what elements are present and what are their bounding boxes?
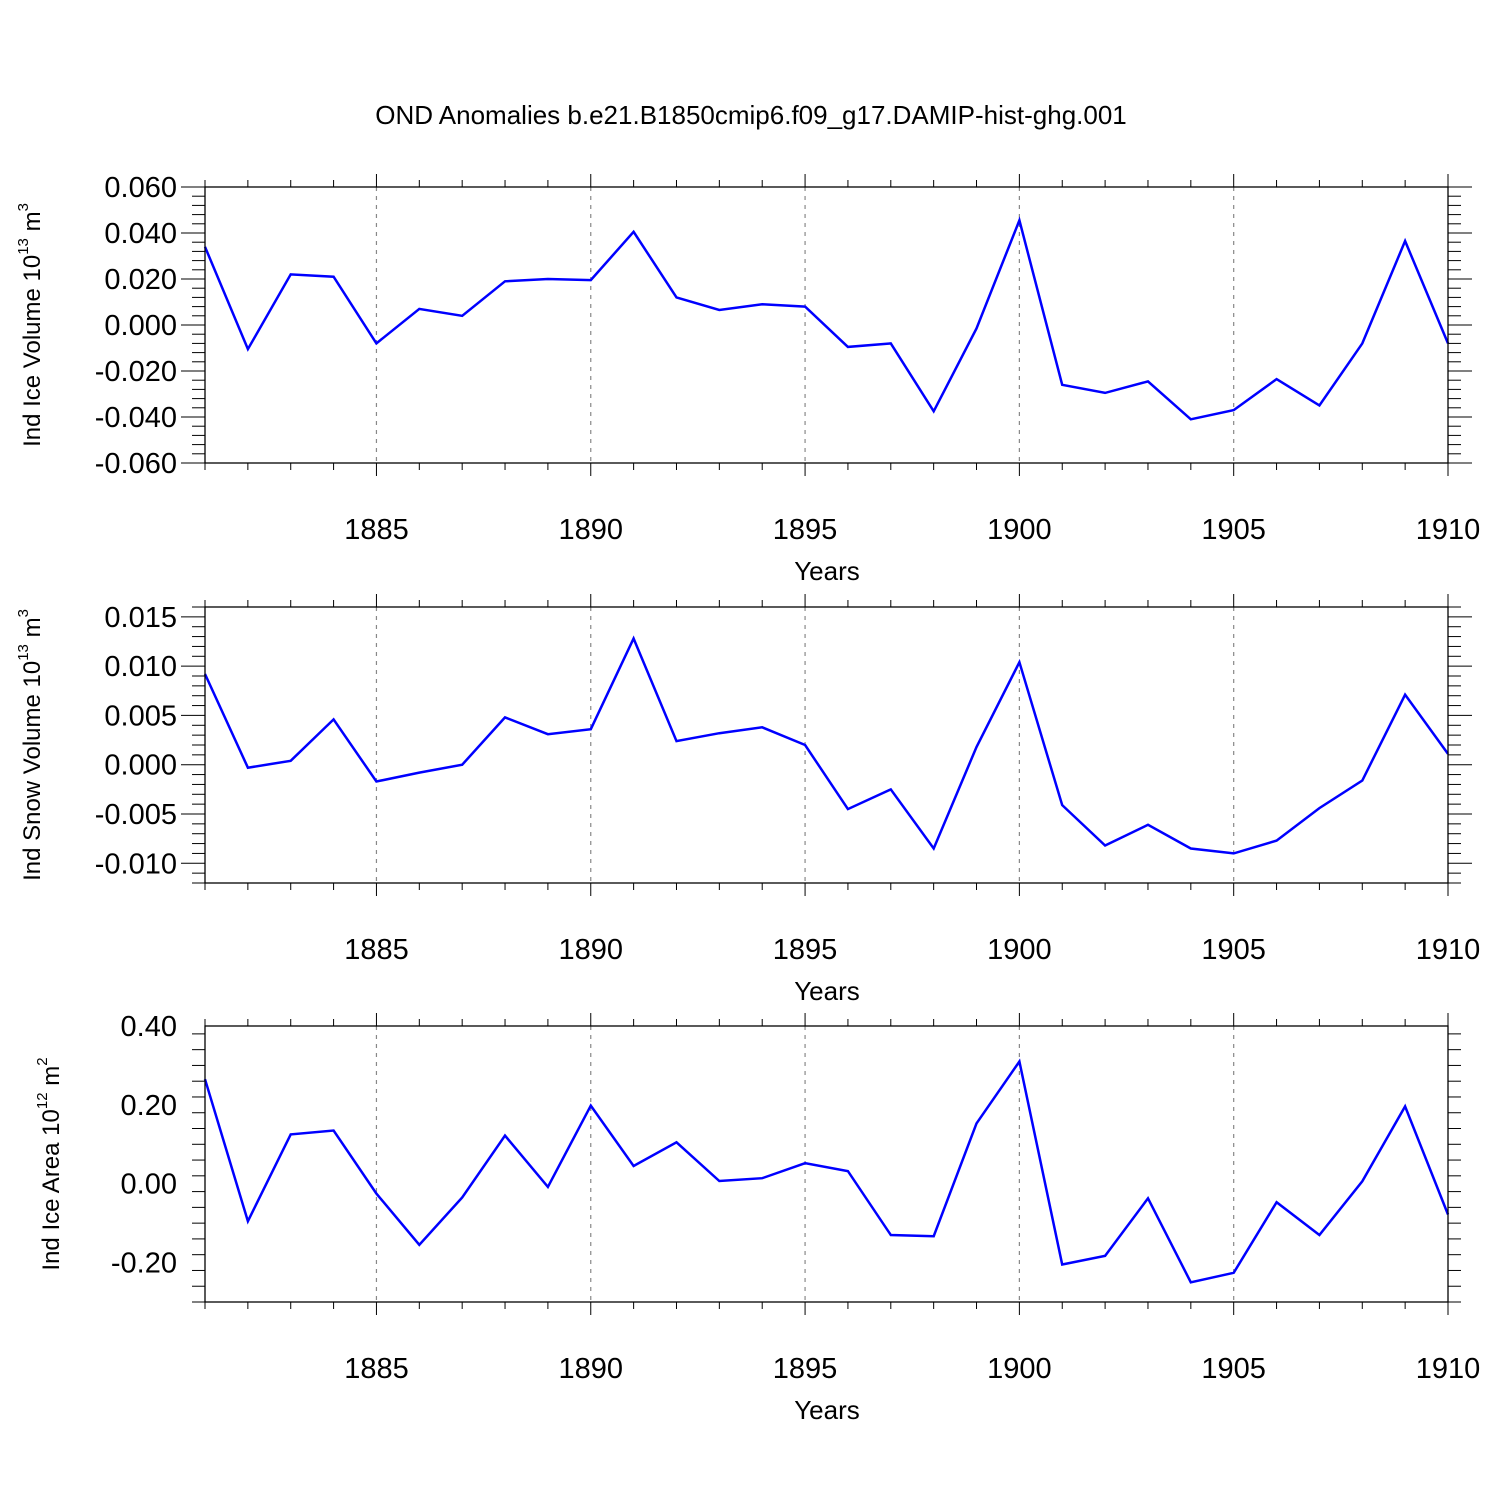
y-tick-label: 0.060 [104,172,177,204]
y-tick-label: 0.20 [121,1090,177,1122]
y-tick-label: 0.000 [104,750,177,782]
x-axis-label: Years [794,556,860,586]
x-tick-label: 1905 [1201,514,1266,546]
y-tick-label: -0.060 [95,448,177,480]
x-tick-label: 1895 [773,934,838,966]
x-tick-label: 1895 [773,514,838,546]
y-tick-label: 0.40 [121,1011,177,1043]
y-tick-label: -0.020 [95,356,177,388]
y-tick-label: -0.005 [95,799,177,831]
data-line [203,635,1450,855]
y-axis-label: Ind Ice Volume 1013 m3 [15,203,46,447]
plot-frame [204,1025,1449,1303]
x-tick-label: 1910 [1416,934,1481,966]
x-tick-label: 1895 [773,1353,838,1385]
x-tick-label: 1885 [344,1353,409,1385]
plot-frame [204,186,1449,464]
x-tick-label: 1905 [1201,934,1266,966]
y-tick-label: 0.000 [104,310,177,342]
figure-title: OND Anomalies b.e21.B1850cmip6.f09_g17.D… [375,100,1127,130]
data-line [203,216,1450,421]
x-tick-label: 1900 [987,934,1052,966]
y-tick-label: -0.20 [111,1248,177,1280]
y-tick-label: 0.015 [104,602,177,634]
x-axis-label: Years [794,976,860,1006]
x-tick-label: 1890 [559,934,624,966]
x-tick-label: 1905 [1201,1353,1266,1385]
x-tick-label: 1900 [987,514,1052,546]
x-tick-label: 1910 [1416,1353,1481,1385]
y-tick-label: -0.010 [95,848,177,880]
y-tick-label: 0.020 [104,264,177,296]
y-axis-label: Ind Snow Volume 1013 m3 [15,609,46,881]
y-tick-label: 0.005 [104,700,177,732]
plot-frame [204,606,1449,884]
plot-panel-1: -0.060 -0.040 -0.020 0.000 0.020 0.040 0.060 18… [15,172,1480,586]
data-line [203,1058,1450,1284]
y-axis-label: Ind Ice Area 1012 m2 [34,1057,65,1270]
plot-panel-2: -0.010 -0.005 0.000 0.005 0.010 0.015 1885 1890… [15,594,1480,1006]
x-tick-label: 1910 [1416,514,1481,546]
plot-panel-3: -0.20 0.00 0.20 0.40 1885 1890 1895 1900 1905 191… [34,1011,1480,1425]
x-tick-label: 1890 [559,514,624,546]
x-tick-label: 1900 [987,1353,1052,1385]
x-tick-label: 1890 [559,1353,624,1385]
y-tick-label: 0.010 [104,651,177,683]
y-tick-label: 0.00 [121,1169,177,1201]
x-tick-label: 1885 [344,514,409,546]
y-tick-label: -0.040 [95,402,177,434]
x-axis-label: Years [794,1395,860,1425]
x-tick-label: 1885 [344,934,409,966]
y-tick-label: 0.040 [104,218,177,250]
